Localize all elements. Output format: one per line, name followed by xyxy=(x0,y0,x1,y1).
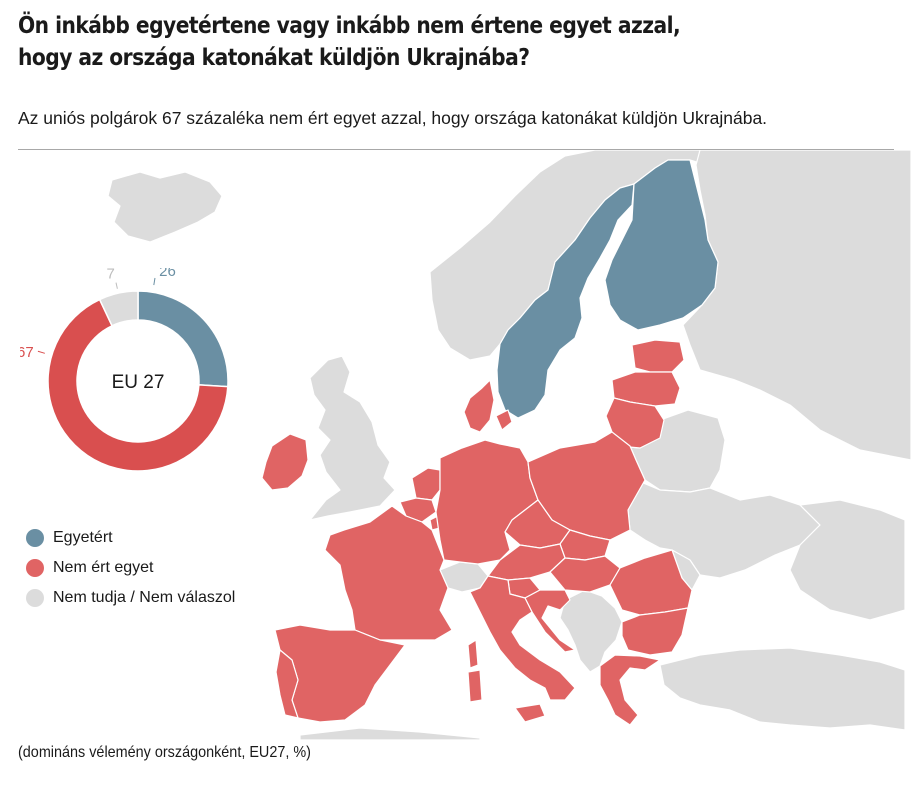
legend-label: Nem tudja / Nem válaszol xyxy=(53,589,236,606)
donut-leader-line xyxy=(115,282,118,289)
romania xyxy=(609,549,693,616)
legend-item-disagree: Nem ért egyet xyxy=(26,553,235,583)
footnote: (domináns vélemény országonként, EU27, %… xyxy=(18,744,311,761)
corsica xyxy=(467,639,479,669)
ukraine xyxy=(627,479,821,579)
title-line-1: Ön inkább egyetértene vagy inkább nem ér… xyxy=(18,13,681,39)
europe-map xyxy=(107,150,911,740)
legend-dot-disagree xyxy=(26,559,44,577)
hungary xyxy=(549,555,621,593)
france xyxy=(324,505,453,641)
legend-label: Egyetért xyxy=(53,529,113,546)
russia-south xyxy=(789,499,906,621)
sicily xyxy=(514,703,546,723)
uk xyxy=(309,355,396,521)
north-africa xyxy=(299,727,481,740)
legend-dot-agree xyxy=(26,529,44,547)
donut-center-label: EU 27 xyxy=(112,372,165,393)
donut-value-label: 67 xyxy=(20,344,34,361)
legend-label: Nem ért egyet xyxy=(53,559,154,576)
lithuania xyxy=(605,397,665,449)
donut-chart: EU 27 26 67 7 xyxy=(20,268,229,472)
legend-item-agree: Egyetért xyxy=(26,523,235,553)
ireland xyxy=(261,433,309,491)
donut-segment-3 xyxy=(98,290,139,327)
denmark-zealand xyxy=(495,409,513,431)
netherlands xyxy=(411,467,441,501)
donut-segment-2 xyxy=(47,298,229,472)
bulgaria xyxy=(621,607,689,656)
croatia xyxy=(524,589,576,653)
balkans-nonEU xyxy=(559,589,623,673)
donut-value-label: 26 xyxy=(159,268,176,280)
sardinia xyxy=(467,669,483,703)
legend-item-unknown: Nem tudja / Nem válaszol xyxy=(26,583,235,613)
iceland xyxy=(107,171,223,243)
page-title: Ön inkább egyetértene vagy inkább nem ér… xyxy=(18,10,792,74)
title-line-2: hogy az országa katonákat küldjön Ukrajn… xyxy=(18,45,530,71)
legend-dot-unknown xyxy=(26,589,44,607)
divider xyxy=(18,149,894,150)
greece xyxy=(599,654,661,726)
denmark xyxy=(463,379,495,433)
finland xyxy=(604,159,719,331)
turkey xyxy=(659,647,906,731)
italy xyxy=(469,575,576,701)
sweden xyxy=(496,183,635,419)
russia-north xyxy=(682,150,911,461)
donut-labels: 26 67 7 xyxy=(20,268,176,361)
subtitle: Az uniós polgárok 67 százaléka nem ért e… xyxy=(18,108,768,128)
estonia xyxy=(631,339,685,373)
donut-leader-line xyxy=(153,277,156,286)
portugal xyxy=(275,649,299,719)
legend: Egyetért Nem ért egyet Nem tudja / Nem v… xyxy=(26,523,235,613)
donut-segments xyxy=(47,290,229,472)
donut-value-label: 7 xyxy=(106,268,114,283)
donut-leader-line xyxy=(37,350,45,354)
